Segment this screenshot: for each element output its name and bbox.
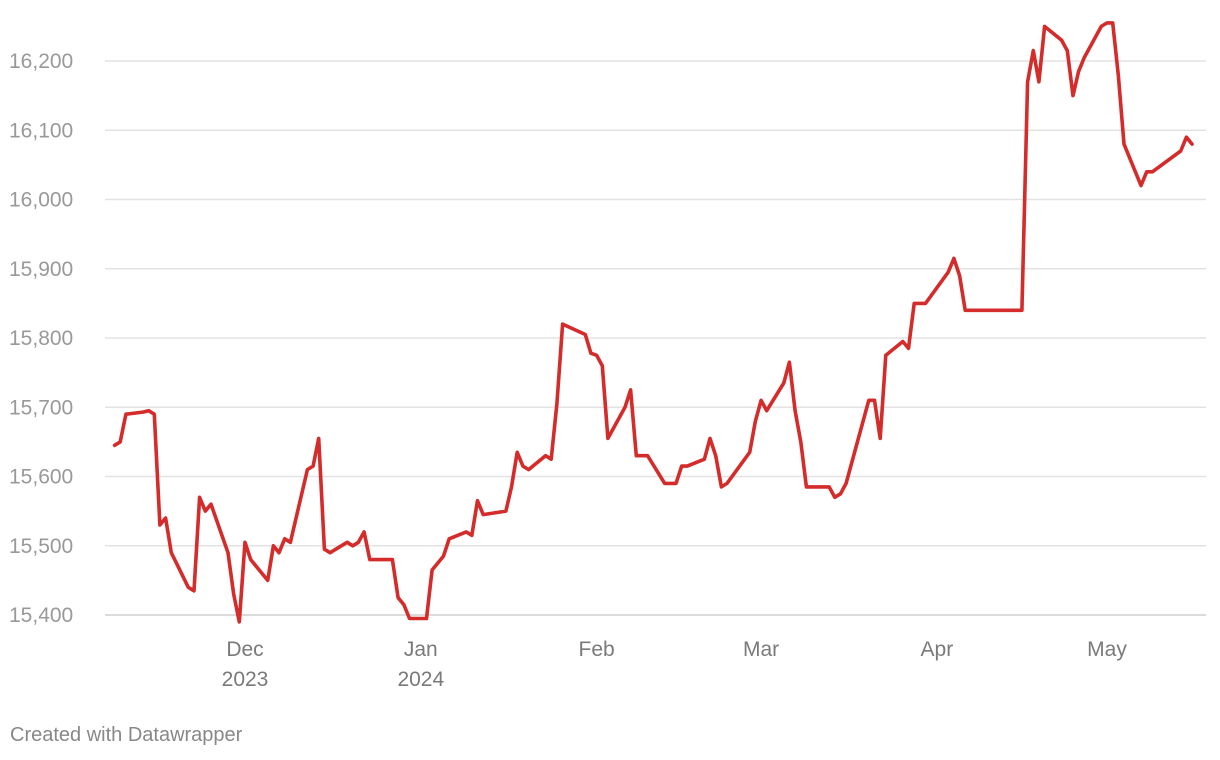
datawrapper-credit: Created with Datawrapper: [10, 724, 243, 746]
y-axis-tick-labels: 15,400 15,500 15,600 15,700 15,800 15,900 16,0…: [9, 50, 73, 627]
y-tick-label: 15,900: [9, 258, 73, 281]
y-tick-label: 16,200: [9, 50, 73, 73]
x-tick-label: Jan: [404, 638, 438, 661]
x-tick-label: Dec: [226, 638, 263, 661]
y-tick-label: 15,700: [9, 396, 73, 419]
series-line-0: [112, 21, 1194, 624]
line-chart: 15,400 15,500 15,600 15,700 15,800 15,900 16,0…: [9, 21, 1206, 691]
y-tick-label: 16,000: [9, 189, 73, 212]
grid-lines: [105, 60, 1206, 616]
x-tick-label: Mar: [743, 638, 779, 661]
x-tick-label: Feb: [579, 638, 615, 661]
y-tick-label: 15,800: [9, 327, 73, 350]
y-tick-label: 15,500: [9, 535, 73, 558]
x-tick-year-label: 2024: [397, 668, 444, 691]
y-tick-label: 16,100: [9, 119, 73, 142]
series-lines: [112, 21, 1194, 624]
y-tick-label: 15,400: [9, 604, 73, 627]
y-tick-label: 15,600: [9, 466, 73, 489]
x-tick-year-label: 2023: [222, 668, 269, 691]
x-tick-label: Apr: [921, 638, 954, 661]
x-tick-label: May: [1087, 638, 1127, 661]
x-axis-tick-labels: Dec 2023 Jan 2024 Feb Mar Apr May: [222, 638, 1128, 691]
